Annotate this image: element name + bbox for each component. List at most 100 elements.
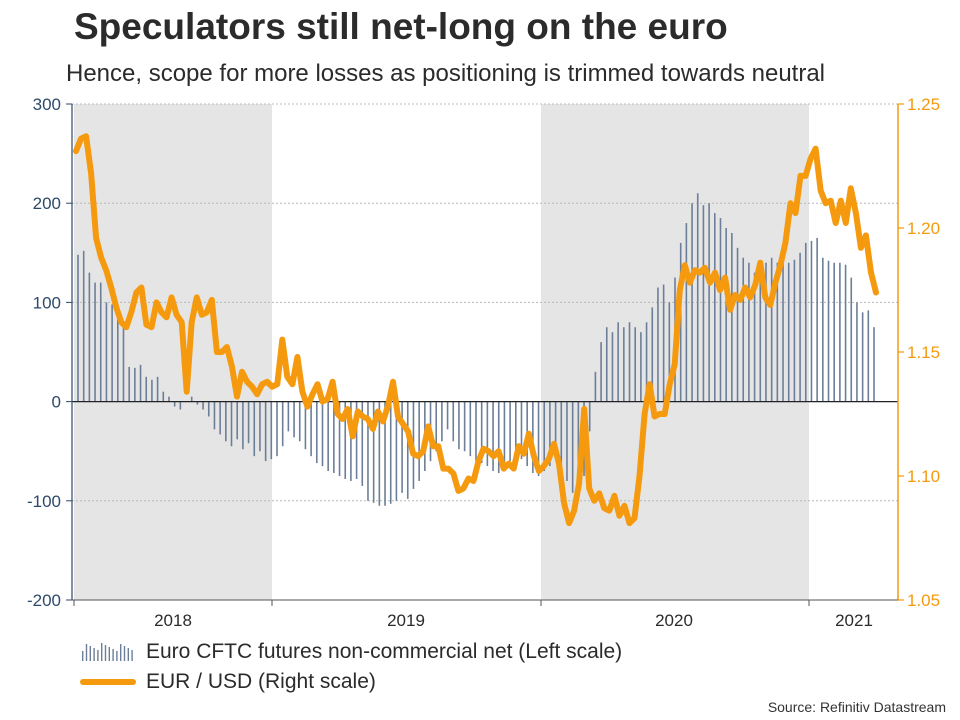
- bar-103: [662, 284, 665, 402]
- right-tick-label: 1.20: [907, 219, 940, 238]
- bar-51: [367, 401, 369, 501]
- bar-109: [696, 193, 699, 402]
- chart-subtitle: Hence, scope for more losses as position…: [66, 60, 825, 87]
- bar-12: [145, 376, 148, 402]
- bar-35: [276, 401, 278, 457]
- bar-13: [151, 379, 153, 402]
- bar-124: [782, 260, 784, 402]
- bar-82: [543, 401, 546, 472]
- bar-133: [833, 262, 835, 402]
- bar-135: [844, 264, 847, 402]
- bar-138: [861, 312, 864, 402]
- legend-bar-tick: [108, 647, 110, 661]
- bar-93: [605, 327, 608, 402]
- bar-66: [452, 401, 455, 442]
- legend-bar-tick: [101, 643, 103, 661]
- tick-labels: 300 200 100 0 -100 -200 1.25 1.20 1.15 1.10 1.05 20…: [27, 95, 940, 630]
- bar-122: [770, 257, 773, 402]
- x-tick-label-2021: 2021: [835, 611, 873, 630]
- bar-108: [691, 203, 693, 402]
- bar-32: [259, 401, 261, 452]
- bar-55: [389, 401, 392, 504]
- bar-4: [99, 282, 102, 402]
- legend-bar-tick: [89, 646, 91, 661]
- bar-43: [321, 401, 324, 467]
- bar-15: [162, 391, 165, 402]
- bar-95: [617, 322, 619, 402]
- bar-130: [816, 237, 818, 402]
- bar-111: [708, 203, 710, 402]
- bar-91: [594, 371, 597, 402]
- right-tick-label: 1.10: [907, 467, 940, 486]
- bar-94: [611, 332, 614, 402]
- bar-115: [731, 232, 733, 402]
- bar-83: [549, 401, 551, 467]
- bar-0: [77, 254, 79, 402]
- bar-28: [236, 401, 238, 440]
- bar-127: [799, 252, 801, 402]
- chart-title: Speculators still net-long on the euro: [74, 6, 728, 47]
- legend-line-swatch: [80, 679, 136, 685]
- bar-131: [822, 257, 824, 402]
- right-tick-label: 1.25: [907, 95, 940, 114]
- bar-86: [566, 401, 568, 481]
- bar-139: [867, 310, 870, 402]
- bar-80: [532, 401, 534, 474]
- bar-11: [139, 364, 142, 402]
- bar-20: [190, 396, 193, 402]
- right-tick-label: 1.05: [907, 591, 940, 610]
- bar-84: [554, 401, 557, 457]
- bar-53: [378, 401, 381, 506]
- bar-47: [344, 401, 347, 479]
- left-tick-label: 0: [52, 393, 61, 412]
- bar-25: [219, 401, 221, 435]
- bar-97: [628, 322, 631, 402]
- bar-81: [537, 401, 540, 476]
- bar-65: [446, 401, 449, 430]
- bar-39: [298, 401, 301, 442]
- bar-21: [196, 401, 199, 405]
- bar-38: [293, 401, 295, 438]
- bar-22: [202, 401, 204, 410]
- bar-137: [856, 302, 858, 402]
- bar-29: [242, 401, 244, 450]
- left-tick-label: 100: [33, 293, 61, 312]
- eurusd-line-layer: [73, 133, 879, 527]
- x-tick-label-2020: 2020: [655, 611, 693, 630]
- shade-2018: [74, 104, 272, 600]
- bar-9: [128, 366, 130, 402]
- bar-112: [714, 213, 716, 402]
- bar-119: [753, 272, 756, 402]
- axes: [66, 103, 904, 606]
- bar-70: [475, 401, 477, 462]
- legend-bar-tick: [85, 644, 88, 661]
- bar-102: [657, 287, 659, 402]
- bar-36: [281, 401, 284, 447]
- bar-30: [247, 401, 250, 444]
- bar-98: [634, 327, 636, 402]
- legend-bar-tick: [127, 648, 129, 661]
- legend-label-eurusd: EUR / USD (Right scale): [146, 670, 376, 693]
- bar-72: [486, 401, 489, 467]
- bar-132: [827, 260, 830, 402]
- left-tick-label: -100: [27, 492, 61, 511]
- bar-99: [640, 332, 642, 402]
- bar-110: [702, 205, 705, 402]
- bar-134: [839, 262, 841, 402]
- bar-50: [361, 401, 364, 486]
- legend-bar-tick: [131, 650, 133, 661]
- legend-bar-tick: [97, 650, 99, 661]
- legend-bar-tick: [104, 645, 107, 661]
- bar-117: [742, 257, 745, 402]
- bar-60: [418, 401, 420, 481]
- bar-5: [105, 302, 108, 402]
- bar-23: [207, 401, 210, 417]
- bar-120: [759, 267, 762, 402]
- bar-64: [441, 401, 443, 442]
- bar-106: [679, 242, 682, 402]
- source-note: Source: Refinitiv Datastream: [767, 699, 946, 715]
- bar-52: [372, 401, 375, 503]
- bar-58: [406, 401, 409, 499]
- bar-69: [469, 401, 472, 457]
- bar-57: [401, 401, 403, 493]
